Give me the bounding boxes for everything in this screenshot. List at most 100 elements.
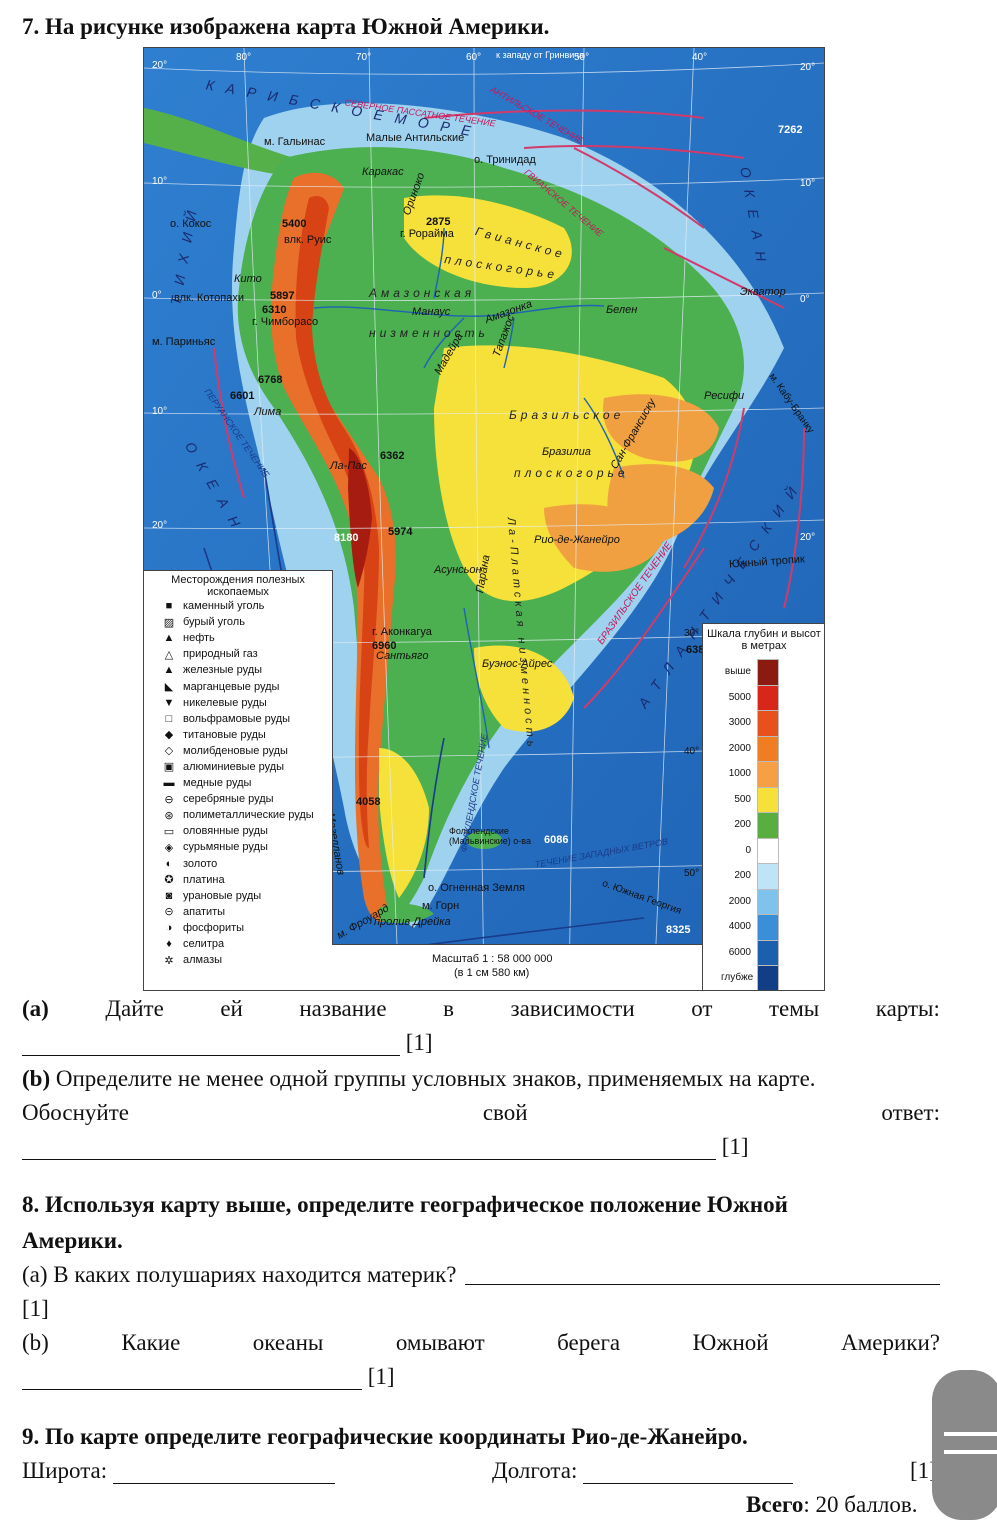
elevation-mark: 6601 [230, 390, 255, 402]
depth-swatch [757, 837, 779, 865]
q8b-answer-row: [1] [22, 1364, 395, 1390]
lat-label: 40° [684, 746, 700, 757]
depth-swatch [757, 735, 779, 763]
q8b-line: (b) Какие океаны омывают берега Южной Ам… [22, 1330, 940, 1356]
q8b-label: (b) [22, 1330, 49, 1355]
q7b-label: (b) [22, 1066, 51, 1091]
depth-height-scale: Шкала глубин и высот в метрах выше 5000 30… [702, 623, 824, 990]
q7b-answer-field[interactable] [22, 1137, 716, 1160]
word: Америки? [841, 1330, 940, 1355]
legend-symbol-icon: ✲ [164, 954, 174, 967]
word: Южной [692, 1330, 769, 1355]
depth-swatch [757, 863, 779, 891]
q7-title: 7. На рисунке изображена карта Южной Аме… [22, 14, 550, 39]
lon-label: 60° [466, 52, 482, 63]
q8-title: 8. Используя карту выше, определите геог… [22, 1192, 788, 1217]
map-scale: Масштаб 1 : 58 000 000 (в 1 см 580 км) [332, 944, 702, 990]
q7b-points: [1] [721, 1134, 749, 1159]
depth-swatch [757, 939, 779, 967]
q8b-answer-field[interactable] [22, 1367, 362, 1390]
legend-label: никелевые руды [183, 696, 267, 709]
depth-label: 5000 [728, 691, 751, 703]
depth-label: 2000 [728, 742, 751, 754]
depth-label: глубже [721, 972, 754, 983]
place-label: Белен [606, 304, 638, 316]
q9-title: 9. По карте определите географические ко… [22, 1424, 748, 1449]
place-label: Сантьяго [376, 650, 429, 662]
place-label: г. Чимборасо [252, 316, 319, 328]
legend-symbol-icon: ▭ [163, 825, 175, 838]
place-label: Малые Антильские [366, 132, 465, 144]
word: Обоснуйте [22, 1100, 129, 1125]
scale-text: Масштаб 1 : 58 000 000 [432, 953, 553, 965]
legend-symbol-icon: ■ [165, 600, 173, 613]
legend-symbol-icon: ▲ [163, 664, 175, 677]
depth-swatch [757, 684, 779, 712]
lat-label: 50° [684, 868, 700, 879]
latitude-label: Широта: [22, 1458, 108, 1483]
elevation-mark: 638 [686, 644, 705, 656]
depth-label: 3000 [728, 717, 751, 728]
longitude-label: Долгота: [492, 1458, 578, 1483]
word: омывают [395, 1330, 485, 1355]
legend-label: серебряные руды [183, 793, 274, 806]
lat-label: 20° [800, 532, 816, 543]
legend-symbol-icon: △ [164, 648, 174, 661]
legend-label: алмазы [183, 954, 223, 967]
place-label: Лима [254, 406, 282, 418]
latitude-field[interactable] [112, 1461, 335, 1484]
elevation-mark: 6310 [262, 304, 287, 316]
total-label: Всего [746, 1492, 804, 1517]
legend-label: алюминиевые руды [183, 760, 285, 773]
legend-item: ■ каменный уголь [144, 598, 332, 614]
depth-label: выше [724, 666, 751, 677]
legend-symbol-icon: ◑ [165, 921, 173, 934]
depth-swatch [757, 812, 779, 840]
legend-item: □ вольфрамовые руды [144, 711, 332, 727]
legend-item: ▭ оловянные руды [144, 823, 332, 839]
lowland-label: Амазонская [369, 286, 476, 300]
legend-item: ▲ нефть [144, 630, 332, 646]
legend-item: △ природный газ [144, 646, 332, 662]
place-label: о. Огненная Земля [428, 882, 525, 894]
depth-swatch [757, 888, 779, 916]
legend-label: молибденовые руды [183, 744, 288, 757]
legend-symbol-icon: ⊛ [164, 809, 174, 822]
legend-symbol-icon: ◙ [165, 889, 173, 902]
place-label: Манаус [412, 306, 451, 318]
q8a-answer-field[interactable] [464, 1262, 940, 1285]
depth-swatch [757, 761, 779, 789]
q8-title-line2: Америки. [22, 1228, 123, 1253]
legend-item: ◑ фосфориты [144, 920, 332, 936]
legend-label: фосфориты [183, 921, 245, 934]
legend-label: природный газ [183, 648, 258, 661]
depth-label: 4000 [728, 921, 751, 932]
longitude-field[interactable] [583, 1461, 794, 1484]
lon-label: 50° [574, 52, 590, 63]
q8-title-line1: 8. Используя карту выше, определите геог… [22, 1192, 940, 1218]
lat-label: 10° [152, 406, 168, 417]
legend-label: титановые руды [183, 728, 266, 741]
legend-symbol-icon: ◈ [164, 841, 174, 854]
legend-label: каменный уголь [183, 600, 265, 613]
place-label: влк. Руис [284, 234, 332, 246]
q8b-points: [1] [367, 1364, 395, 1389]
legend-label: оловянные руды [183, 825, 268, 838]
lat-label: 30° [684, 628, 700, 639]
depth-label: 1000 [728, 768, 751, 779]
legend-symbol-icon: ◐ [165, 857, 173, 870]
legend-item: ⊖ серебряные руды [144, 791, 332, 807]
legend-symbol-icon: ◆ [164, 729, 174, 742]
scroll-handle[interactable] [932, 1370, 997, 1520]
place-label: Асунсьон [434, 564, 482, 576]
word: название [299, 996, 387, 1021]
q7a-answer-field[interactable] [22, 1033, 400, 1056]
lat-label: 20° [152, 60, 168, 71]
place-label: Ресифи [704, 390, 745, 402]
word: от [691, 996, 713, 1021]
total-score: Всего: 20 баллов. [746, 1492, 918, 1518]
legend-symbol-icon: ⊝ [164, 906, 174, 919]
depth-swatch [757, 710, 779, 738]
legend-label: медные руды [183, 777, 252, 790]
total-value: : 20 баллов. [803, 1492, 918, 1517]
